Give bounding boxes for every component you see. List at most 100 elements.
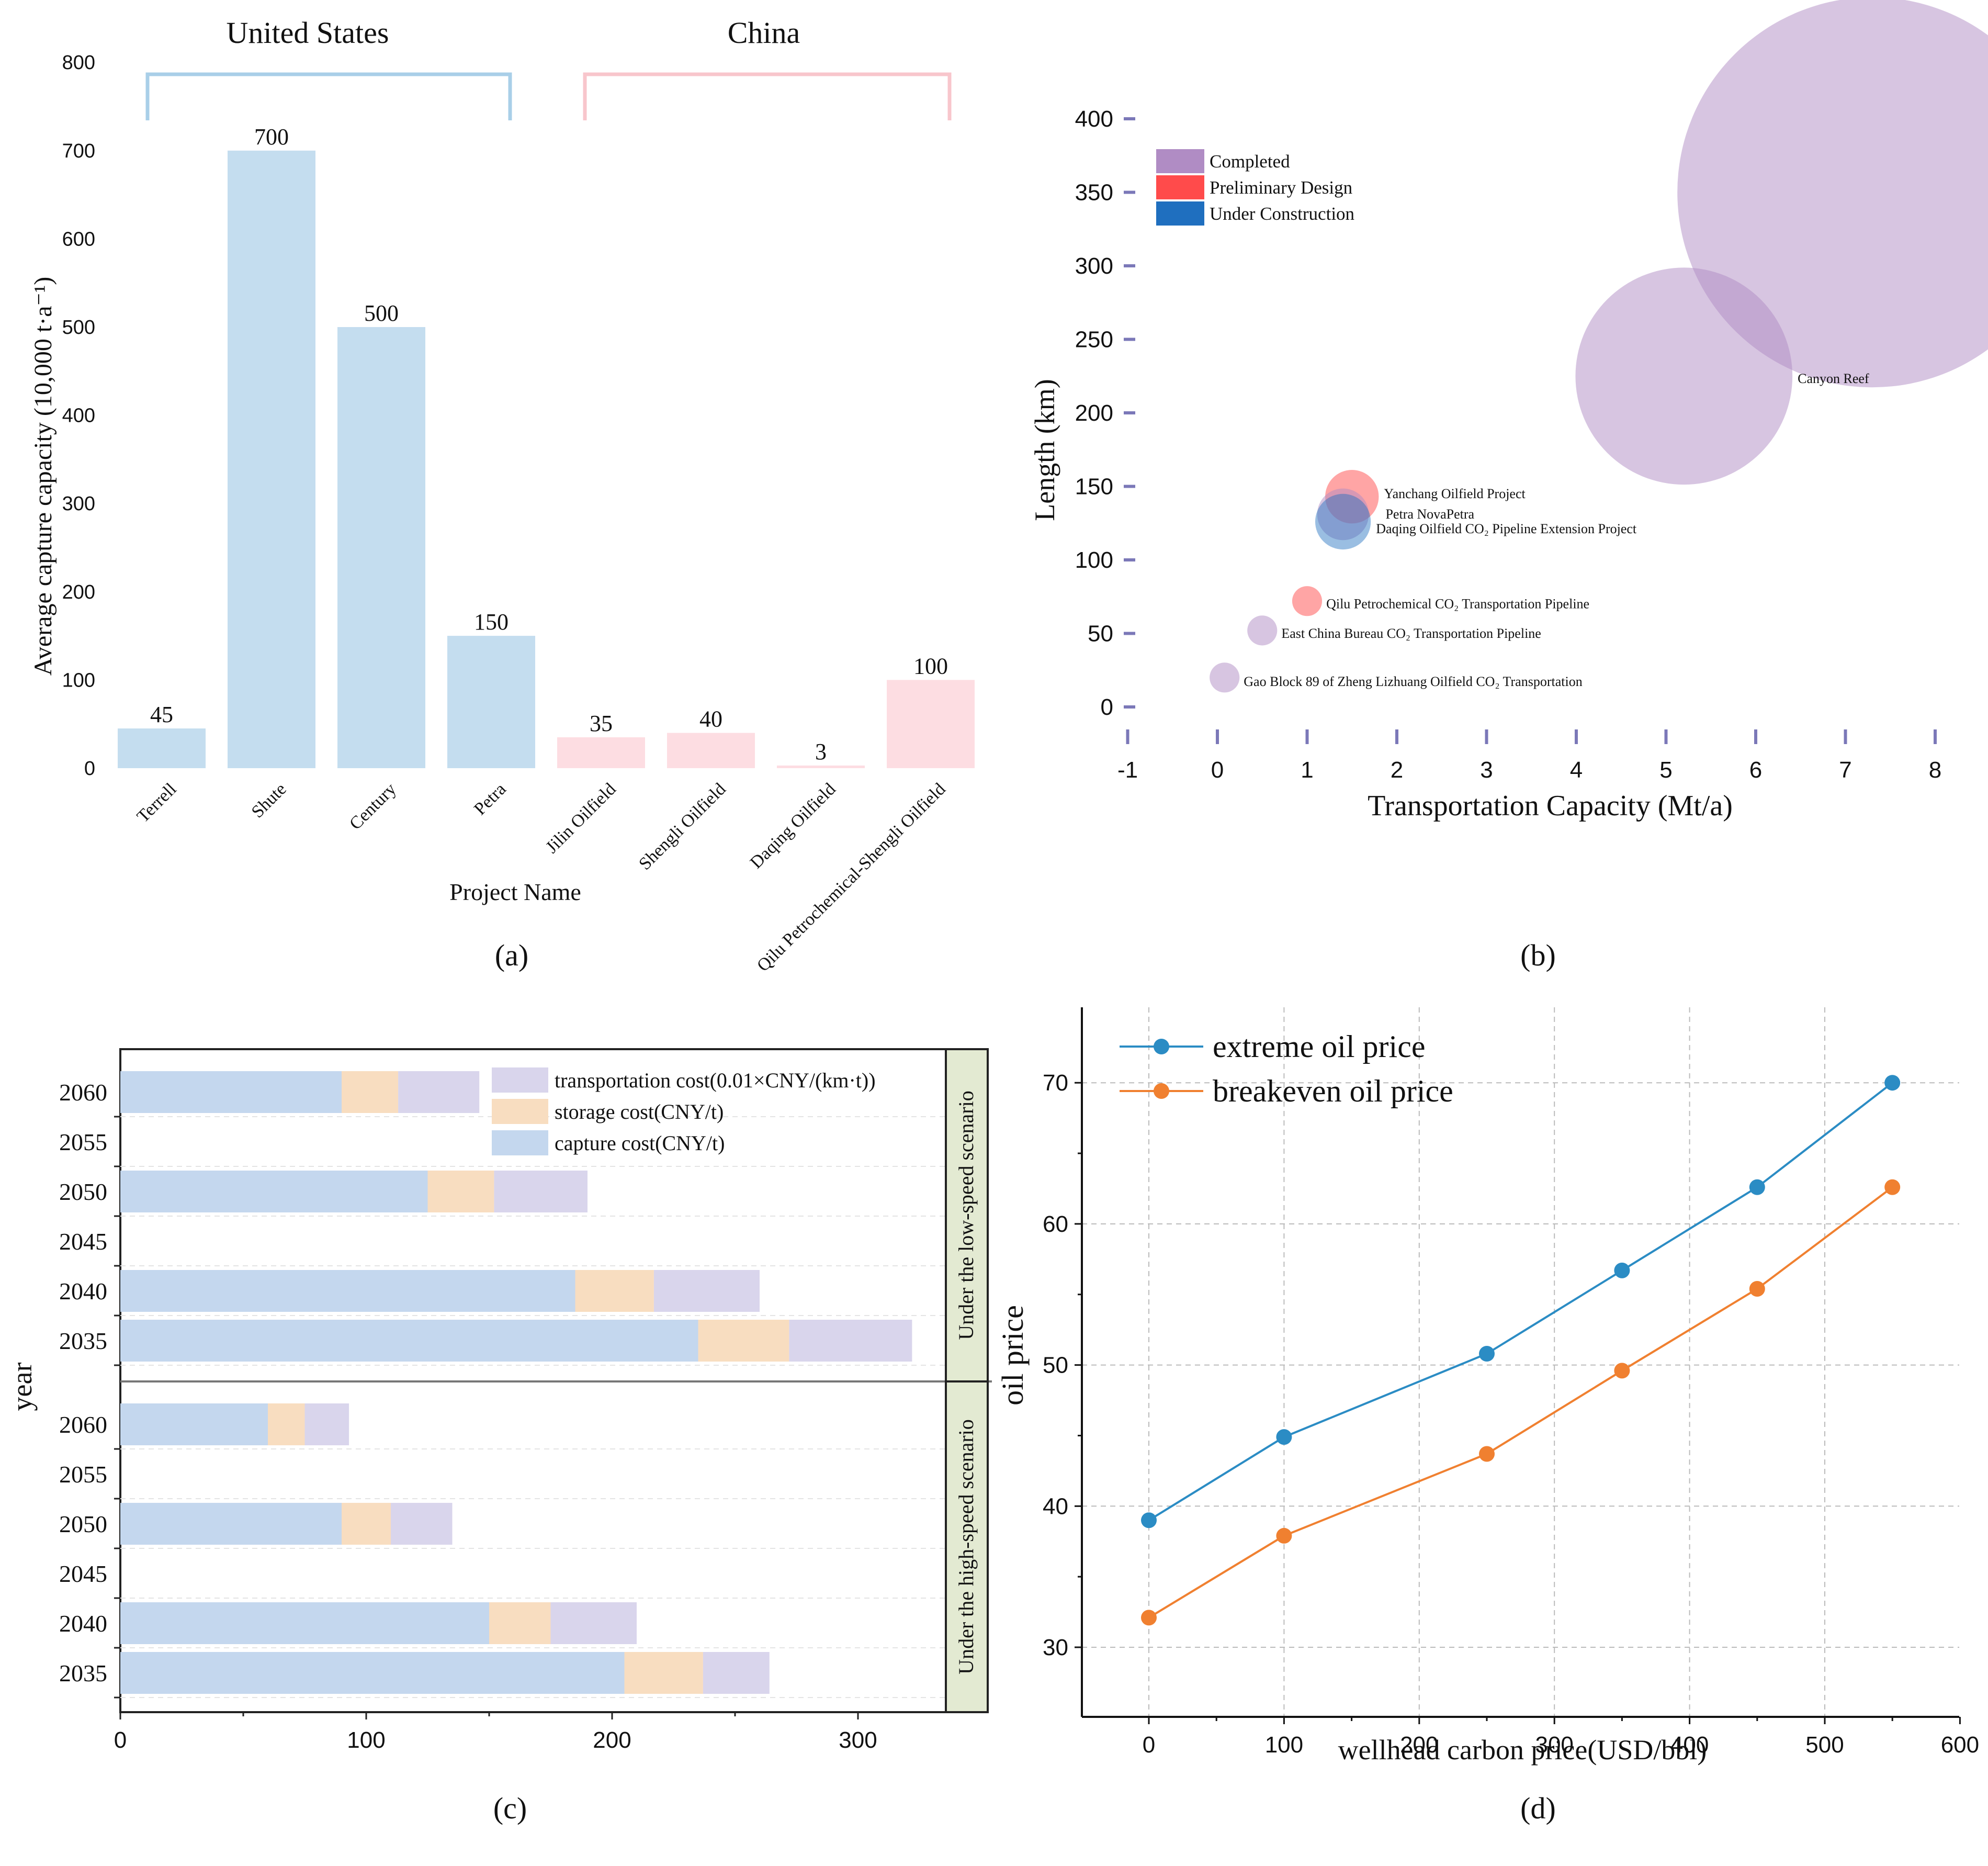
- y-tick-label: 250: [1075, 327, 1113, 353]
- bar-value-label: 40: [699, 706, 722, 732]
- y-tick-label: 100: [62, 669, 95, 691]
- bubble-label: Petra NovaPetra: [1385, 507, 1474, 522]
- x-tick-label: Terrell: [133, 779, 180, 826]
- legend-label: Completed: [1210, 151, 1290, 172]
- x-tick-label: 7: [1839, 757, 1851, 783]
- legend-swatch: [1156, 201, 1204, 226]
- legend-swatch: [492, 1099, 548, 1124]
- transport-cost-bar: [703, 1652, 770, 1694]
- bar-value-label: 3: [815, 739, 827, 765]
- bubble-label: Daqing Oilfield CO₂ Pipeline Extension P…: [1376, 521, 1637, 536]
- panel-label-a: (a): [495, 938, 528, 972]
- x-tick-label: 600: [1941, 1732, 1979, 1758]
- capture-cost-bar: [120, 1071, 342, 1113]
- bubble-label: Gao Block 89 of Zheng Lizhuang Oilfield …: [1244, 674, 1582, 689]
- bar-value-label: 150: [474, 609, 509, 635]
- y-tick-label: 300: [62, 493, 95, 515]
- year-label: 2050: [59, 1511, 107, 1537]
- bubble-label: Qilu Petrochemical CO₂ Transportation Pi…: [1326, 597, 1589, 612]
- panel-d-oil-price-line-chart: oil price wellhead carbon price(USD/bbl)…: [996, 1007, 1979, 1825]
- transport-cost-bar: [494, 1171, 588, 1212]
- y-axis-label: oil price: [996, 1305, 1030, 1406]
- x-tick-label: Petra: [470, 779, 510, 819]
- storage-cost-bar: [342, 1071, 399, 1113]
- panel-label-c: (c): [493, 1791, 527, 1825]
- y-axis-label: Length (km): [1029, 379, 1060, 521]
- bubble-daqing-oilfield-co-pipeline-extension-project: [1315, 493, 1371, 550]
- year-label: 2055: [59, 1129, 107, 1155]
- bar-petra: [447, 636, 535, 768]
- x-tick-label: 3: [1480, 757, 1493, 783]
- panel-c-cost-stacked-bar-chart: year (c) Under the low-speed scenario Und…: [6, 1048, 992, 1825]
- x-tick-label: 0: [1211, 757, 1224, 783]
- storage-cost-bar: [268, 1403, 305, 1445]
- y-tick-label: 500: [62, 317, 95, 339]
- panel-a-capacity-bar-chart: United States China Average capture capa…: [29, 16, 975, 975]
- year-label: 2035: [59, 1328, 107, 1354]
- transport-cost-bar: [550, 1602, 637, 1644]
- group-label-china: China: [728, 16, 800, 50]
- legend-label: Preliminary Design: [1210, 177, 1352, 198]
- storage-cost-bar: [624, 1652, 703, 1694]
- group-bracket-us: [145, 72, 512, 120]
- year-label: 2045: [59, 1560, 107, 1587]
- x-axis-label: Project Name: [449, 879, 581, 905]
- x-tick-label: Qilu Petrochemical-Shengli Oilfield: [753, 779, 950, 975]
- legend-label: breakeven oil price: [1213, 1074, 1453, 1108]
- scenario-label-box: [945, 1380, 989, 1713]
- panel-b-pipeline-bubble-chart: Length (km) Transportation Capacity (Mt/…: [1029, 0, 1988, 972]
- x-tick-label: 100: [1265, 1732, 1303, 1758]
- year-label: 2050: [59, 1178, 107, 1205]
- bubble-label: East China Bureau CO₂ Transportation Pip…: [1281, 626, 1541, 641]
- capture-cost-bar: [120, 1320, 698, 1362]
- x-tick-label: 300: [839, 1727, 877, 1753]
- bubble-canyon-reef: [1575, 267, 1793, 485]
- bar-value-label: 700: [254, 124, 289, 150]
- y-tick-label: 0: [84, 758, 95, 780]
- legend-label: transportation cost(0.01×CNY/(km·t)): [555, 1069, 876, 1092]
- transport-cost-bar: [398, 1071, 480, 1113]
- year-label: 2045: [59, 1228, 107, 1255]
- x-tick-label: Jilin Oilfield: [542, 779, 619, 857]
- capture-cost-bar: [120, 1652, 625, 1694]
- y-tick-label: 150: [1075, 474, 1113, 500]
- x-tick-label: Shute: [248, 779, 290, 822]
- storage-cost-bar: [698, 1320, 789, 1362]
- capture-cost-bar: [120, 1171, 428, 1212]
- bubble-qilu-petrochemical-co-transportation-pipeline: [1292, 586, 1323, 616]
- x-tick-label: 6: [1749, 757, 1762, 783]
- y-tick-label: 700: [62, 140, 95, 162]
- y-tick-label: 60: [1043, 1211, 1068, 1237]
- breakeven-oil-price-point: [1614, 1363, 1630, 1379]
- y-tick-label: 40: [1043, 1493, 1068, 1519]
- storage-cost-bar: [489, 1602, 551, 1644]
- y-axis-label: Average capture capacity (10,000 t·a⁻¹): [29, 277, 57, 676]
- extreme-oil-price-point: [1141, 1512, 1157, 1528]
- extreme-oil-price-point: [1884, 1075, 1901, 1091]
- x-tick-label: 400: [1670, 1732, 1709, 1758]
- legend-swatch: [492, 1067, 548, 1093]
- x-tick-label: Century: [346, 779, 400, 834]
- breakeven-oil-price-point: [1884, 1179, 1901, 1195]
- transport-cost-bar: [789, 1320, 912, 1362]
- transport-cost-bar: [391, 1503, 453, 1545]
- legend-label: capture cost(CNY/t): [555, 1131, 725, 1155]
- x-tick-label: Daqing Oilfield: [747, 779, 840, 872]
- year-label: 2040: [59, 1278, 107, 1305]
- y-tick-label: 100: [1075, 547, 1113, 573]
- bar-daqing-oilfield: [777, 765, 865, 768]
- capture-cost-bar: [120, 1403, 268, 1445]
- transport-cost-bar: [653, 1270, 760, 1312]
- bubble-gao-block-89-of-zheng-lizhuang-oilfield-co-transportation: [1210, 662, 1240, 693]
- x-axis-label: Transportation Capacity (Mt/a): [1368, 790, 1733, 822]
- x-tick-label: 4: [1570, 757, 1583, 783]
- bubble-label: Yanchang Oilfield Project: [1384, 486, 1526, 501]
- x-tick-label: 1: [1301, 757, 1313, 783]
- extreme-oil-price-point: [1749, 1179, 1765, 1195]
- bar-shengli-oilfield: [667, 733, 755, 768]
- extreme-oil-price-point: [1614, 1262, 1630, 1278]
- bar-value-label: 35: [590, 711, 613, 736]
- bubble-east-china-bureau-co-transportation-pipeline: [1247, 615, 1278, 646]
- x-tick-label: 0: [1143, 1732, 1155, 1758]
